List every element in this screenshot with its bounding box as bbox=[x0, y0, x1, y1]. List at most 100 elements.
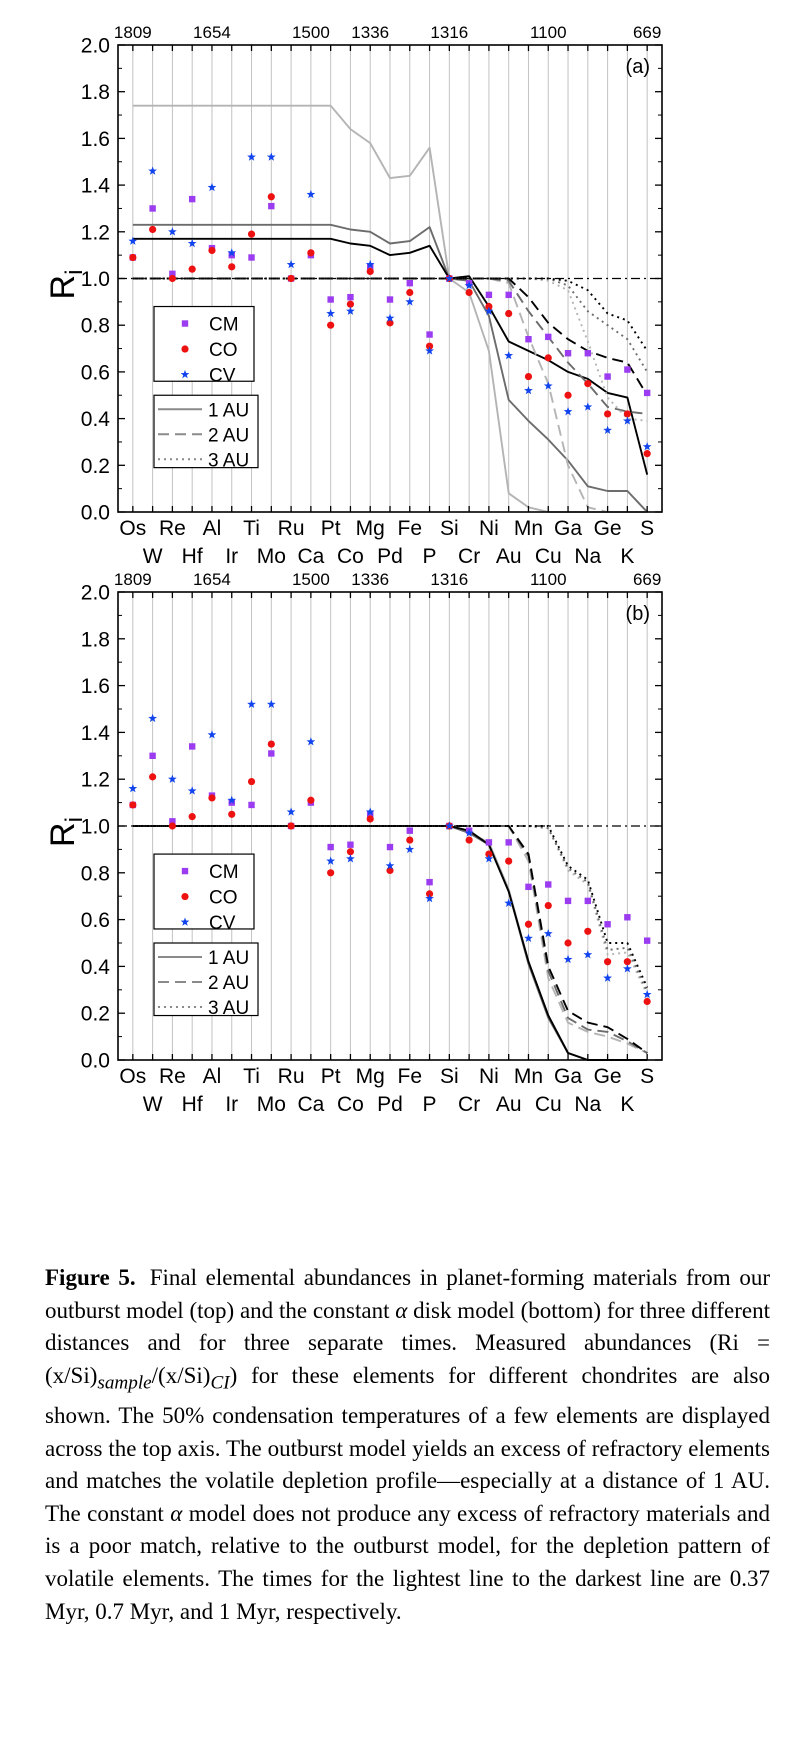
temp-label-1809: 1809 bbox=[114, 570, 152, 589]
series-line-3au-dark bbox=[132, 825, 649, 988]
marker-co-Au bbox=[505, 857, 513, 865]
caption-text-3: /(x/Si) bbox=[151, 1362, 211, 1388]
legend-marker-label-cm: CM bbox=[209, 862, 239, 883]
marker-cv-Co bbox=[346, 854, 355, 863]
marker-co-K bbox=[623, 410, 631, 418]
y-tick-label: 2.0 bbox=[81, 582, 110, 605]
marker-cv-Ga bbox=[563, 407, 573, 416]
marker-co-Mo bbox=[267, 740, 275, 748]
marker-cv-Pd bbox=[385, 313, 395, 322]
marker-cm-Mo bbox=[268, 202, 275, 210]
marker-cv-S bbox=[642, 442, 652, 451]
element-label-K: K bbox=[620, 1093, 634, 1116]
marker-cm-Ir bbox=[228, 251, 235, 259]
element-label-Mo: Mo bbox=[257, 1093, 286, 1116]
marker-cm-Cu bbox=[545, 881, 552, 888]
marker-cm-Fe bbox=[406, 279, 413, 287]
y-tick-label: 1.0 bbox=[81, 816, 110, 839]
element-label-S: S bbox=[640, 1065, 654, 1088]
legend-markers-box bbox=[153, 305, 255, 382]
marker-cv-Mo bbox=[266, 152, 276, 161]
y-tick-label: 1.2 bbox=[81, 769, 110, 792]
legend-lines: 1 AU 2 AU 3 AU bbox=[153, 942, 259, 1019]
marker-cv-Ni bbox=[484, 854, 494, 863]
marker-co-Mn bbox=[524, 920, 533, 928]
marker-cm-Ga bbox=[564, 350, 572, 357]
marker-cv-Mn bbox=[524, 385, 533, 395]
marker-co-Ga bbox=[564, 391, 572, 399]
legend-line-label-3au: 3 AU bbox=[208, 450, 249, 471]
legend-marker-label-cv: CV bbox=[209, 913, 236, 934]
series-line-3au-dark bbox=[132, 277, 648, 352]
marker-cm-Hf bbox=[188, 743, 196, 750]
marker-cm-P bbox=[426, 331, 433, 338]
marker-cm-Ir bbox=[228, 799, 235, 806]
marker-cv-W bbox=[148, 713, 157, 723]
marker-cm-Pt bbox=[327, 296, 334, 303]
y-tick-label: 0.4 bbox=[81, 408, 111, 431]
marker-co-Na bbox=[584, 379, 592, 388]
marker-cm-Mn bbox=[525, 883, 532, 891]
temp-label-1316: 1316 bbox=[430, 570, 468, 589]
marker-cv-Ru bbox=[286, 807, 296, 816]
marker-cm-K bbox=[624, 914, 631, 921]
marker-co-Os bbox=[129, 253, 137, 262]
marker-cv-Co bbox=[346, 306, 355, 315]
marker-cv-Ga bbox=[563, 954, 573, 964]
legend-marker-cm bbox=[181, 320, 189, 327]
legend-line-label-3au: 3 AU bbox=[208, 998, 249, 1019]
marker-cm-Cu bbox=[545, 333, 552, 341]
element-label-P: P bbox=[423, 1093, 437, 1116]
element-label-Pd: Pd bbox=[377, 1093, 403, 1116]
marker-cm-Au bbox=[505, 291, 512, 299]
marker-cv-Mo bbox=[266, 699, 276, 709]
marker-cm-Ge bbox=[604, 921, 611, 928]
marker-cm-Na bbox=[584, 350, 592, 357]
panel-label: (b) bbox=[626, 603, 650, 625]
marker-cv-Ir bbox=[227, 795, 237, 804]
element-label-Cu: Cu bbox=[535, 1093, 562, 1116]
legend-marker-label-co: CO bbox=[209, 888, 238, 909]
element-label-P: P bbox=[423, 545, 437, 568]
marker-cv-Cu bbox=[543, 929, 553, 938]
element-label-Re: Re bbox=[159, 1065, 186, 1088]
marker-cv-Mg bbox=[365, 807, 375, 816]
marker-co-Fe bbox=[406, 288, 414, 297]
marker-co-W bbox=[149, 225, 157, 234]
marker-cv-Au bbox=[504, 898, 514, 907]
marker-cv-Os bbox=[128, 236, 138, 245]
marker-cm-W bbox=[149, 752, 156, 759]
element-label-W: W bbox=[143, 545, 163, 568]
marker-cv-Si bbox=[444, 821, 454, 830]
marker-cv-Mg bbox=[365, 259, 375, 269]
y-tick-label: 1.6 bbox=[81, 128, 110, 151]
element-label-Cr: Cr bbox=[458, 545, 480, 568]
marker-cv-Na bbox=[583, 950, 593, 959]
temp-label-1316: 1316 bbox=[430, 23, 468, 42]
element-label-Re: Re bbox=[159, 517, 186, 540]
marker-cm-P bbox=[426, 878, 433, 886]
y-tick-label: 0.2 bbox=[81, 1003, 110, 1026]
marker-cm-Ti bbox=[248, 801, 255, 809]
marker-co-Ru bbox=[287, 822, 295, 830]
y-tick-label: 1.8 bbox=[81, 628, 110, 651]
y-tick-label: 2.0 bbox=[81, 35, 110, 58]
element-label-Hf: Hf bbox=[182, 1093, 203, 1116]
element-label-Pd: Pd bbox=[377, 545, 403, 568]
marker-cv-Re bbox=[168, 774, 177, 783]
marker-cm-Ti bbox=[248, 254, 255, 261]
element-label-Ge: Ge bbox=[594, 517, 622, 540]
y-tick-label: 0.8 bbox=[81, 315, 110, 338]
marker-co-Cu bbox=[544, 354, 552, 362]
marker-cm-Na bbox=[584, 897, 592, 905]
series-line-1au-medium bbox=[132, 223, 648, 513]
y-axis-title: Ri bbox=[44, 270, 88, 300]
marker-co-Hf bbox=[188, 813, 196, 821]
element-label-Si: Si bbox=[440, 1065, 459, 1088]
marker-cm-Fe bbox=[406, 827, 413, 834]
caption-text-2: disk model (bottom) for three different … bbox=[45, 1297, 770, 1388]
element-label-Ti: Ti bbox=[243, 517, 260, 540]
element-label-Fe: Fe bbox=[398, 517, 423, 540]
marker-cv-Hf bbox=[187, 786, 197, 795]
element-label-Ru: Ru bbox=[278, 517, 305, 540]
